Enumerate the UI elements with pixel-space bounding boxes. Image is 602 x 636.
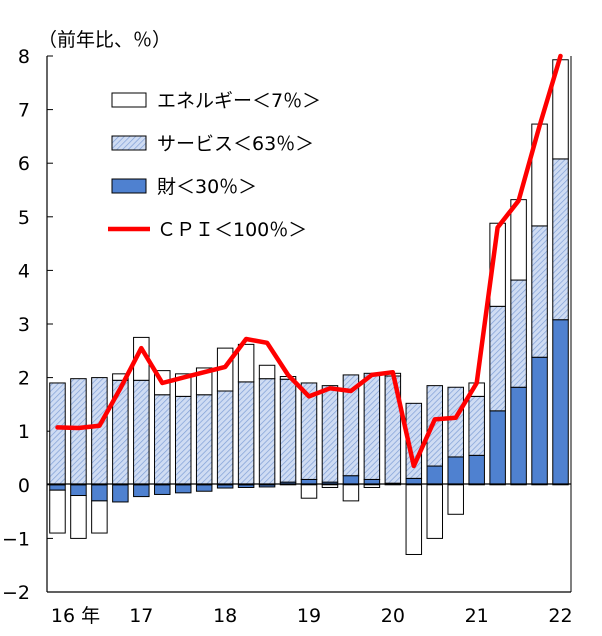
bar-goods [447, 456, 464, 486]
bar-goods [552, 319, 569, 486]
y-tick-label: 0 [18, 475, 30, 497]
legend-label-services: サービス＜63％＞ [157, 133, 314, 155]
bar-energy [300, 484, 318, 499]
y-tick-label: 1 [18, 421, 30, 443]
bar-services [195, 394, 213, 486]
bar-services [363, 372, 381, 480]
y-tick-label: 8 [18, 46, 30, 68]
bar-goods [154, 484, 171, 495]
bar-services [133, 379, 150, 486]
y-tick-label: 6 [18, 153, 30, 175]
bar-services [91, 377, 108, 486]
bars [49, 59, 569, 555]
bar-services [216, 390, 234, 486]
bar-energy [321, 484, 339, 488]
bar-energy [49, 489, 66, 534]
bar-goods [489, 410, 506, 486]
cpi-line [55, 53, 563, 469]
legend-swatch-services [111, 135, 147, 151]
bar-energy [342, 484, 360, 502]
cpi-line-group [55, 53, 563, 469]
bar-energy [70, 495, 87, 539]
bar-services [426, 385, 444, 467]
bar-services [531, 225, 548, 358]
y-tick-label: 7 [18, 100, 30, 122]
x-tick-label: 22 [548, 605, 572, 627]
x-tick-label: 17 [129, 605, 153, 627]
bar-goods [112, 484, 129, 503]
bar-energy [405, 484, 423, 555]
legend: エネルギー＜7％＞ サービス＜63％＞ 財＜30％＞ ＣＰＩ＜100％＞ [108, 90, 321, 241]
x-tick-label: 20 [381, 605, 405, 627]
bar-goods [49, 484, 66, 491]
bar-goods [174, 484, 192, 494]
bar-energy [447, 484, 464, 515]
bar-services [258, 378, 276, 486]
bar-goods [70, 484, 87, 497]
bar-energy [237, 343, 255, 383]
bar-goods [195, 484, 213, 492]
x-axis-ticks: 16 年 17 18 19 20 21 22 [51, 605, 573, 627]
x-tick-label: 18 [213, 605, 237, 627]
y-tick-label: −2 [2, 582, 30, 604]
bar-services [489, 305, 506, 412]
x-tick-label: 21 [465, 605, 489, 627]
legend-label-goods: 財＜30％＞ [157, 176, 257, 198]
y-tick-label: 2 [18, 368, 30, 390]
bar-goods [531, 356, 548, 486]
bar-services [300, 382, 318, 480]
bar-services [70, 378, 87, 486]
bar-services [510, 279, 527, 388]
bar-goods [510, 386, 527, 486]
bar-goods [133, 484, 150, 498]
bar-services [342, 374, 360, 477]
bar-goods [426, 465, 444, 486]
bar-services [174, 395, 192, 486]
legend-swatch-goods [111, 178, 147, 194]
bar-services [552, 158, 569, 321]
bar-goods [468, 454, 485, 486]
bar-goods [91, 484, 108, 502]
bar-energy [510, 199, 527, 281]
bar-services [321, 385, 339, 483]
y-tick-label: 5 [18, 207, 30, 229]
y-unit-label: （前年比、％） [38, 29, 171, 51]
bar-services [49, 382, 66, 486]
bar-services [468, 395, 485, 456]
legend-swatch-energy [111, 92, 147, 108]
bar-energy [363, 484, 381, 488]
y-tick-label: 4 [18, 260, 30, 282]
bar-services [447, 386, 464, 458]
legend-label-energy: エネルギー＜7％＞ [157, 90, 321, 112]
x-tick-label: 16 年 [51, 605, 100, 627]
bar-services [237, 381, 255, 486]
bar-services [279, 378, 297, 483]
x-tick-label: 19 [297, 605, 321, 627]
y-axis-ticks: 8 7 6 5 4 3 2 1 0 −1 −2 [2, 46, 53, 604]
bar-energy [258, 364, 276, 380]
legend-label-cpi: ＣＰＩ＜100％＞ [157, 219, 307, 241]
bar-energy [426, 484, 444, 539]
bar-energy [91, 500, 108, 534]
bar-services [154, 394, 171, 486]
y-tick-label: 3 [18, 314, 30, 336]
y-tick-label: −1 [2, 528, 30, 550]
